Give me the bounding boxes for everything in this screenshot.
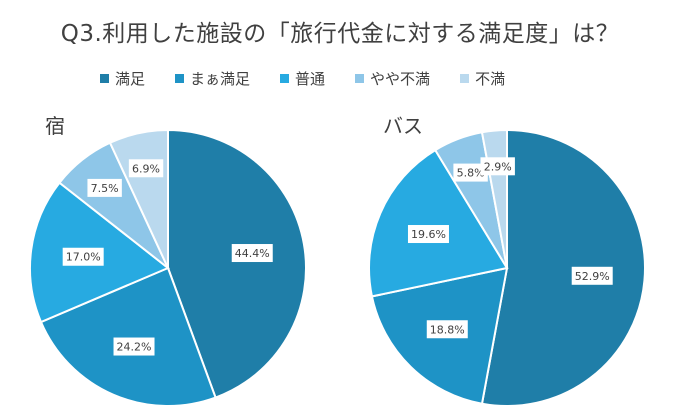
data-label-bg	[571, 266, 613, 285]
legend-label: やや不満	[370, 70, 431, 88]
data-label-text: 17.0%	[66, 251, 101, 264]
data-label-text: 2.9%	[484, 160, 512, 173]
legend-item-somewhat-satisfied: まぁ満足	[175, 68, 250, 89]
data-label-yado-3: 7.5%	[87, 178, 122, 197]
data-label-yado-1: 24.2%	[113, 337, 155, 356]
data-label-text: 6.9%	[132, 162, 160, 175]
chart-title: Q3.利用した施設の「旅行代金に対する満足度」は？	[60, 21, 620, 47]
data-label-text: 52.9%	[575, 270, 610, 283]
data-label-bg	[453, 163, 488, 182]
data-label-bg	[231, 244, 273, 263]
data-label-text: 24.2%	[117, 341, 152, 354]
data-label-bg	[407, 225, 449, 244]
data-label-bg	[426, 320, 468, 339]
pie-slice-yado-0	[167, 128, 307, 399]
legend-swatch	[355, 74, 365, 83]
legend-label: 不満	[475, 70, 506, 88]
legend-item-neutral: 普通	[280, 68, 325, 89]
legend-item-dissatisfied: 不満	[460, 68, 505, 89]
pie-bus: 52.9% 18.8% 19.6% 5.8% 2.9%	[368, 128, 646, 407]
legend-label: まぁ満足	[190, 70, 251, 88]
data-label-yado-0: 44.4%	[231, 244, 273, 263]
data-label-text: 18.8%	[430, 323, 465, 336]
legend-swatch	[280, 74, 290, 83]
legend: 満足 まぁ満足 普通 やや不満 不満	[100, 68, 600, 89]
legend-label: 普通	[295, 70, 326, 88]
data-label-text: 44.4%	[235, 247, 270, 260]
data-label-bg	[480, 157, 515, 176]
pie-yado: 44.4% 24.2% 17.0% 7.5% 6.9%	[29, 128, 307, 407]
data-label-text: 7.5%	[91, 182, 119, 195]
data-label-text: 19.6%	[411, 228, 446, 241]
pie-slice-bus-0	[480, 128, 646, 407]
data-label-bus-4: 2.9%	[480, 157, 515, 176]
legend-label: 満足	[115, 70, 146, 88]
pie-slice-bus-2	[368, 148, 509, 298]
data-label-bg	[128, 159, 164, 178]
pie-title-bus: バス	[383, 114, 423, 138]
legend-item-satisfied: 満足	[100, 68, 145, 89]
pie-slice-yado-1	[39, 266, 217, 407]
legend-item-somewhat-dissatisfied: やや不満	[355, 68, 430, 89]
data-label-bus-1: 18.8%	[426, 320, 468, 339]
legend-swatch	[100, 74, 109, 83]
data-label-bus-0: 52.9%	[571, 266, 613, 285]
legend-swatch	[175, 74, 185, 83]
data-label-bg	[87, 178, 122, 197]
data-label-bg	[62, 247, 104, 266]
legend-swatch	[460, 74, 470, 83]
data-label-yado-4: 6.9%	[128, 159, 164, 178]
data-label-bus-2: 19.6%	[407, 225, 449, 244]
pie-title-yado: 宿	[45, 114, 65, 138]
data-label-yado-2: 17.0%	[62, 247, 104, 266]
data-label-bus-3: 5.8%	[453, 163, 488, 182]
data-label-text: 5.8%	[457, 167, 485, 180]
data-label-bg	[113, 337, 155, 356]
